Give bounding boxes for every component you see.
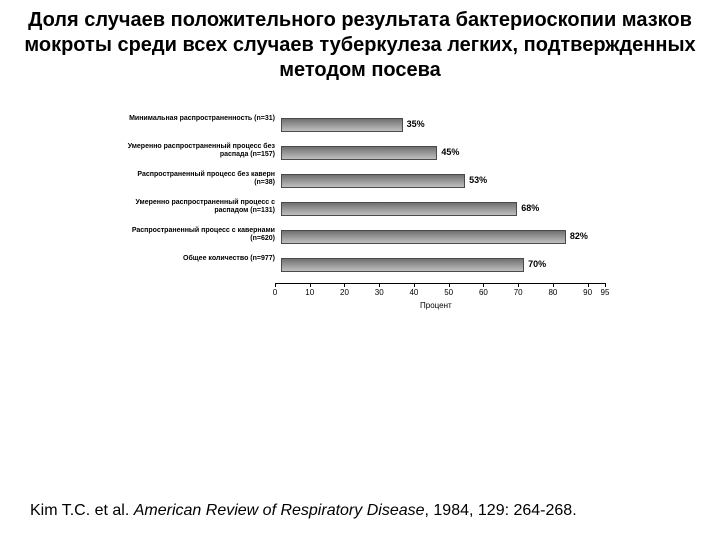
axis-tick [449,283,450,287]
axis-tick-label: 40 [409,288,418,297]
bar [281,230,566,244]
axis-tick-label: 30 [375,288,384,297]
bar-plot: 70% [281,255,615,277]
axis-tick [275,283,276,287]
citation-journal: American Review of Respiratory Disease [134,502,425,519]
bar [281,146,437,160]
axis-tick-label: 0 [273,288,277,297]
axis-tick [605,283,606,287]
bar [281,118,403,132]
axis-tick-label: 70 [514,288,523,297]
bar-label: Умеренно распространенный процесс без ра… [115,143,281,159]
bar-label: Общее количество (n=977) [115,255,281,263]
chart-row: Распространенный процесс с кавернами (n=… [115,227,615,249]
axis-tick-label: 90 [583,288,592,297]
axis-tick [344,283,345,287]
axis-tick-label: 95 [601,288,610,297]
chart-row: Умеренно распространенный процесс без ра… [115,143,615,165]
chart-row: Распространенный процесс без каверн (n=3… [115,171,615,193]
axis-tick-label: 80 [548,288,557,297]
citation-prefix: Kim T.C. et al. [30,502,134,519]
axis-tick [483,283,484,287]
bar-value: 82% [570,231,588,241]
bar-plot: 82% [281,227,615,249]
axis-tick-label: 50 [444,288,453,297]
bar-plot: 53% [281,171,615,193]
bar-label: Умеренно распространенный процесс с расп… [115,199,281,215]
axis-tick-label: 60 [479,288,488,297]
bar-label: Распространенный процесс без каверн (n=3… [115,171,281,187]
axis-tick [310,283,311,287]
bar-plot: 35% [281,115,615,137]
bar-value: 68% [521,203,539,213]
bar-label: Распространенный процесс с кавернами (n=… [115,227,281,243]
citation-suffix: , 1984, 129: 264-268. [425,502,577,519]
bar-value: 53% [469,175,487,185]
chart-row: Умеренно распространенный процесс с расп… [115,199,615,221]
axis-tick [588,283,589,287]
axis-tick [414,283,415,287]
bar-value: 70% [528,259,546,269]
bar [281,202,517,216]
bar-value: 45% [441,147,459,157]
axis-tick [518,283,519,287]
citation: Kim T.C. et al. American Review of Respi… [30,502,690,520]
axis-tick-label: 20 [340,288,349,297]
axis-title: Процент [420,301,452,310]
bar-plot: 68% [281,199,615,221]
bar-plot: 45% [281,143,615,165]
bar [281,258,524,272]
axis-tick-label: 10 [305,288,314,297]
chart-row: Общее количество (n=977) 70% [115,255,615,277]
chart: Минимальная распространенность (n=31) 35%… [115,115,615,325]
bar [281,174,465,188]
slide-title: Доля случаев положительного результата б… [20,8,700,83]
bar-value: 35% [407,119,425,129]
axis-tick [553,283,554,287]
bar-label: Минимальная распространенность (n=31) [115,115,281,123]
chart-row: Минимальная распространенность (n=31) 35% [115,115,615,137]
axis-tick [379,283,380,287]
